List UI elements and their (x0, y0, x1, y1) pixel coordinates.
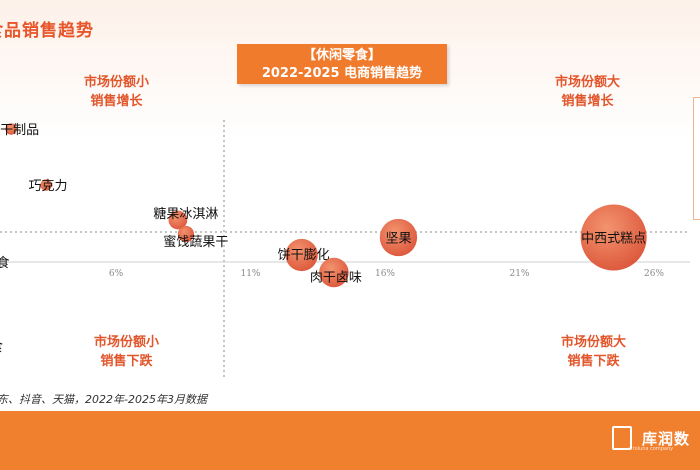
data-bubble (5, 123, 17, 135)
data-bubble (168, 210, 188, 230)
page-title: 食品销售趋势 (0, 21, 94, 41)
data-bubble (40, 179, 52, 191)
data-bubble (580, 204, 647, 271)
bubble-label: 巧克力 (29, 179, 68, 194)
quadrant-top-right-line1: 市场份额大 (555, 75, 621, 90)
x-tick-label: 16% (375, 269, 395, 279)
footer-bar (0, 411, 700, 470)
quadrant-top-right-line2: 销售增长 (561, 94, 614, 109)
company-logo: 库润数 (612, 425, 690, 451)
chart-title-banner: 【休闲零食】 2022-2025 电商销售趋势 (237, 44, 447, 84)
bubble-label: 肉干卤味 (310, 270, 362, 286)
bubble-label: 酪零食 (0, 339, 3, 355)
x-tick-label: 26% (644, 269, 664, 279)
quadrant-bottom-right-line1: 市场份额大 (561, 335, 627, 350)
x-tick-label: 21% (509, 269, 529, 279)
bubble-label: 中西式糕点 (581, 232, 646, 247)
bubble-label: 坚果 (385, 232, 411, 247)
x-tick-label: 11% (240, 269, 260, 279)
bubble-label: 豆干制品 (0, 123, 39, 138)
chart-title-line2: 2022-2025 电商销售趋势 (261, 66, 423, 81)
quadrant-label-bottom-right: 市场份额大 销售下跌 (561, 333, 626, 371)
bubble-label: 海味即食 (0, 255, 10, 271)
data-bubble (379, 218, 418, 257)
quadrant-label-top-right: 市场份额大 销售增长 (555, 73, 620, 111)
quadrant-bottom-right-line2: 销售下跌 (567, 354, 620, 369)
x-tick-label: 6% (109, 269, 124, 279)
quadrant-top-left-line2: 销售增长 (90, 94, 143, 109)
bubble-label: 蜜饯蔬果干 (163, 235, 228, 250)
data-bubble (285, 238, 318, 272)
data-bubble (319, 257, 349, 288)
source-note: 东、抖音、天猫，2022年-2025年3月数据 (0, 393, 207, 406)
logo-subtitle: a toluna company (628, 446, 674, 452)
quadrant-bottom-left-line2: 销售下跌 (100, 354, 153, 369)
quadrant-top-left-line1: 市场份额小 (84, 75, 150, 90)
bubble-label: 饼干膨化 (278, 248, 330, 263)
data-bubble (177, 225, 195, 243)
side-panel-edge (693, 97, 700, 220)
chart-title-line1: 【休闲零食】 (302, 48, 381, 63)
quadrant-bottom-left-line1: 市场份额小 (94, 335, 160, 350)
quadrant-label-bottom-left: 市场份额小 销售下跌 (94, 333, 159, 371)
logo-mark-icon (612, 426, 632, 450)
bubble-label: 糖果冰淇淋 (153, 206, 218, 222)
quadrant-label-top-left: 市场份额小 销售增长 (84, 73, 149, 111)
logo-text: 库润数 (642, 429, 691, 448)
